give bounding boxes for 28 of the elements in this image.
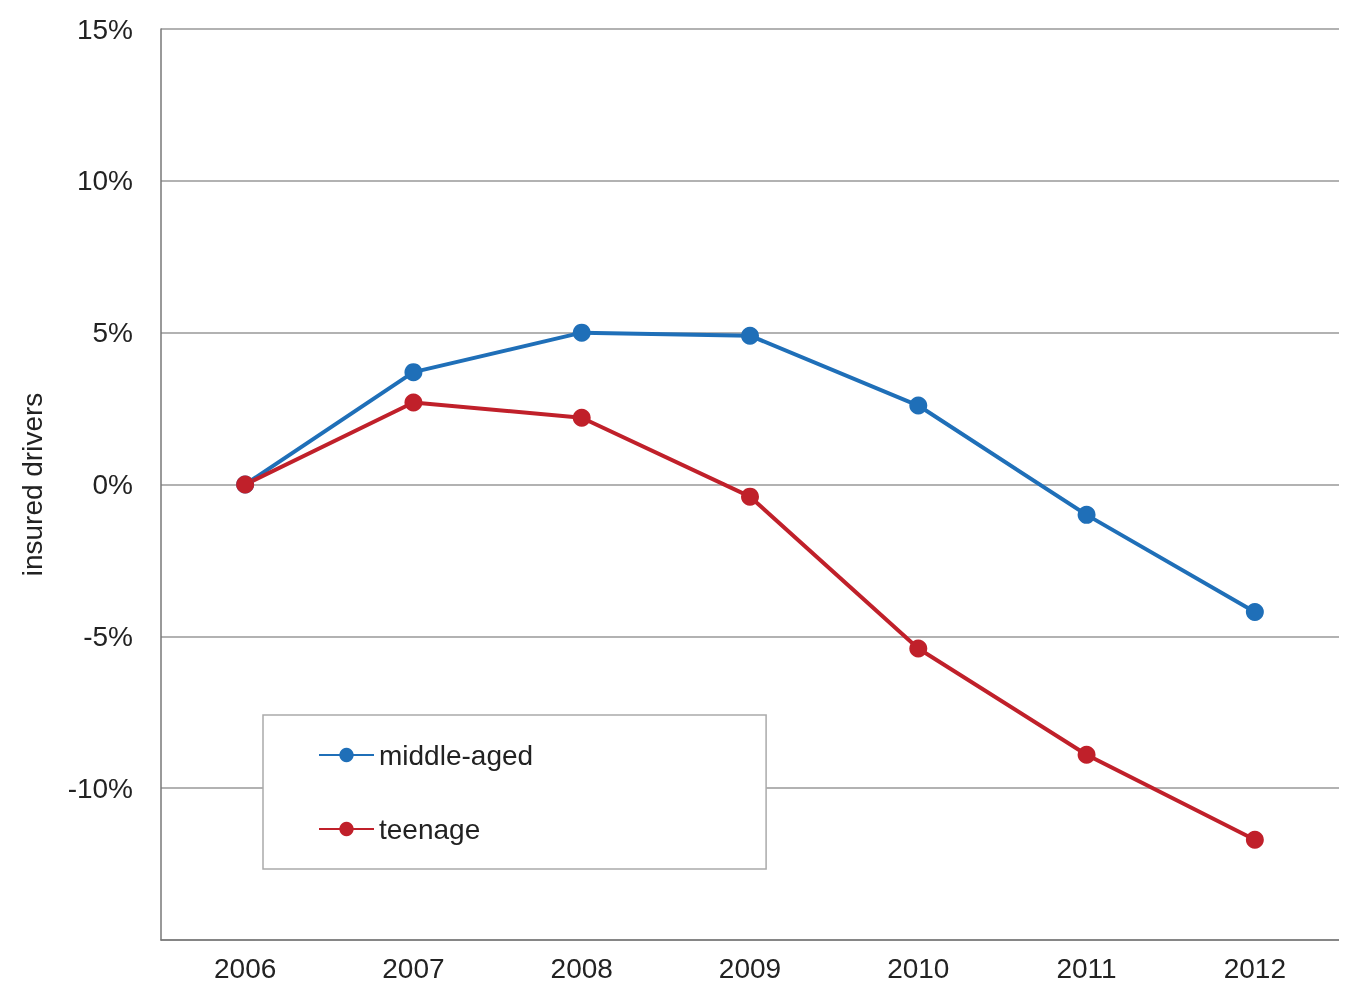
x-tick-label: 2012 — [1223, 952, 1287, 984]
y-tick-label: 10% — [76, 165, 133, 197]
point — [1245, 603, 1264, 622]
point — [1077, 745, 1096, 764]
x-tick-label: 2010 — [887, 952, 950, 984]
y-tick-label: -10% — [67, 772, 133, 804]
x-tick-label: 2011 — [1056, 952, 1117, 984]
y-tick-label: 0% — [92, 469, 133, 500]
x-tick-label: 2007 — [382, 952, 445, 984]
y-axis-title: insured drivers — [16, 392, 48, 577]
point — [1077, 505, 1096, 524]
point — [909, 639, 928, 658]
x-tick-label: 2006 — [213, 952, 277, 984]
y-tick-label: 5% — [92, 317, 133, 349]
point — [909, 396, 928, 415]
point — [741, 487, 759, 506]
point — [741, 326, 759, 345]
point — [1245, 830, 1264, 849]
x-tick-label: 2008 — [550, 952, 613, 984]
point — [404, 393, 423, 412]
x-tick-label: 2009 — [718, 952, 782, 984]
legend-label: middle-aged — [379, 739, 534, 771]
point — [572, 323, 591, 342]
legend-label: teenage — [379, 813, 481, 845]
point — [572, 408, 591, 427]
y-tick-label: -5% — [83, 620, 133, 652]
y-tick-label: 15% — [76, 13, 133, 45]
point — [404, 363, 423, 382]
